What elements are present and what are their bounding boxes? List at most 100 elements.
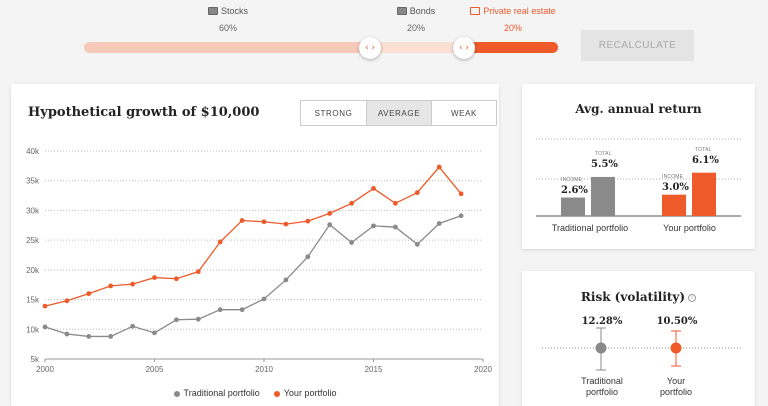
- traditional-series-line: [44, 215, 462, 338]
- traditional-data-point: [327, 222, 333, 228]
- avg-return-title: Avg. annual return: [575, 102, 702, 116]
- stocks-percent: 60%: [218, 23, 237, 33]
- yours-income-bar: [662, 194, 686, 216]
- traditional-data-point: [393, 224, 398, 230]
- scenario-weak-button[interactable]: WEAK: [431, 101, 496, 125]
- legend-orange-dot: [273, 390, 280, 397]
- legend-traditional-label: Traditional portfolio: [183, 388, 260, 398]
- chart-icon: [207, 7, 218, 15]
- risk-chart: [542, 327, 741, 371]
- yours-data-point: [414, 190, 420, 195]
- traditional-data-point: [64, 331, 70, 337]
- allocation-slider[interactable]: [84, 42, 558, 53]
- x-tick-label: 2015: [365, 365, 383, 374]
- x-tick-label: 2020: [474, 365, 492, 374]
- yours-data-point: [458, 191, 464, 197]
- recalculate-button[interactable]: RECALCULATE: [581, 30, 694, 61]
- scenario-average-button[interactable]: AVERAGE: [366, 101, 431, 125]
- legend-traditional: Traditional portfolio: [173, 388, 260, 398]
- yours-data-point: [152, 275, 157, 280]
- y-tick-label: 20k: [26, 266, 40, 275]
- traditional-total-label: TOTAL: [595, 151, 612, 157]
- yours-data-point: [42, 303, 48, 309]
- yours-data-point: [371, 186, 376, 191]
- allocation-panel: Stocks 60% Bonds 20% Private real estate…: [0, 0, 768, 78]
- yours-data-point: [130, 281, 135, 287]
- yours-income-label: INCOME: [662, 174, 684, 180]
- info-icon[interactable]: i: [688, 293, 697, 302]
- building-icon: [470, 7, 481, 15]
- traditional-data-point: [217, 307, 223, 313]
- yours-income-value: 3.0%: [662, 182, 689, 193]
- yours-data-point: [217, 239, 223, 245]
- yours-series-line: [44, 166, 462, 307]
- yours-data-point: [239, 218, 245, 223]
- risk-card: Risk (volatility) i 12.28% 10.50% Traditi…: [522, 271, 755, 406]
- y-tick-label: 35k: [26, 177, 40, 186]
- risk-title: Risk (volatility) i: [522, 290, 755, 304]
- legend-yours-label: Your portfolio: [283, 388, 337, 398]
- yours-risk-dot: [670, 342, 682, 354]
- traditional-risk-dot: [595, 342, 607, 354]
- y-tick-label: 5k: [31, 355, 40, 364]
- x-tick-label: 2010: [255, 365, 273, 374]
- risk-title-text: Risk (volatility): [580, 290, 686, 304]
- traditional-total-value: 5.5%: [591, 159, 618, 170]
- yours-caption: Your portfolio: [663, 223, 716, 233]
- real-estate-label: Private real estate: [483, 6, 556, 16]
- traditional-data-point: [261, 296, 267, 302]
- traditional-income-value: 2.6%: [561, 185, 588, 196]
- traditional-risk-caption: Traditional portfolio: [581, 376, 623, 397]
- traditional-risk-value: 12.28%: [581, 316, 623, 327]
- bonds-percent: 20%: [406, 23, 425, 33]
- traditional-data-point: [414, 241, 420, 247]
- slider-bonds-segment: [370, 42, 464, 53]
- slider-handle-stocks-bonds[interactable]: ‹ ›: [359, 37, 381, 59]
- growth-line-chart: 5k 10k 15k 20k 25k 30k 35k 40k 2000 2005 2010 2015 2…: [26, 147, 492, 374]
- traditional-total-bar: [591, 176, 615, 216]
- y-tick-label: 10k: [26, 325, 40, 334]
- yours-data-point: [195, 269, 201, 275]
- scenario-strong-button[interactable]: STRONG: [314, 108, 353, 118]
- yours-data-point: [86, 291, 92, 297]
- traditional-data-point: [108, 334, 114, 339]
- growth-card: Hypothetical growth of $10,000 STRONG AV…: [11, 84, 499, 406]
- chart-legend: Traditional portfolio Your portfolio: [11, 388, 499, 398]
- traditional-data-point: [283, 277, 289, 283]
- traditional-data-point: [130, 323, 135, 329]
- yours-data-point: [108, 283, 114, 289]
- traditional-data-point: [174, 317, 179, 323]
- yours-risk-caption: Your portfolio: [659, 376, 693, 397]
- traditional-data-point: [42, 324, 48, 330]
- avg-return-card: Avg. annual return INCOME 2.6% TOTAL 5.5…: [522, 84, 755, 249]
- legend-gray-dot: [173, 390, 180, 397]
- traditional-data-point: [371, 223, 376, 229]
- x-tick-label: 2005: [146, 365, 164, 374]
- traditional-data-point: [195, 316, 201, 322]
- traditional-caption: Traditional portfolio: [551, 223, 629, 233]
- traditional-data-point: [458, 213, 464, 219]
- traditional-data-point: [86, 334, 92, 339]
- yours-total-value: 6.1%: [692, 155, 719, 166]
- traditional-data-point: [436, 221, 442, 226]
- yours-data-point: [283, 221, 289, 227]
- traditional-income-label: INCOME: [561, 177, 583, 183]
- traditional-income-bar: [561, 197, 585, 216]
- y-tick-label: 40k: [26, 147, 40, 156]
- yours-data-point: [349, 200, 354, 206]
- bonds-label: Bonds: [409, 6, 436, 16]
- slider-handle-bonds-real-estate[interactable]: ‹ ›: [453, 37, 475, 59]
- yours-data-point: [64, 298, 70, 304]
- yours-data-point: [305, 218, 311, 224]
- yours-risk-value: 10.50%: [656, 316, 698, 327]
- stocks-allocation: Stocks 60%: [206, 6, 250, 33]
- document-icon: [396, 7, 407, 15]
- traditional-data-point: [349, 240, 354, 245]
- y-tick-label: 25k: [26, 236, 40, 245]
- bonds-allocation: Bonds 20%: [394, 6, 438, 33]
- avg-return-bar-chart: [536, 138, 741, 217]
- scenario-toggle: STRONG AVERAGE WEAK: [300, 100, 497, 126]
- y-tick-label: 30k: [26, 206, 40, 215]
- yours-data-point: [393, 200, 398, 206]
- legend-yours: Your portfolio: [273, 388, 337, 398]
